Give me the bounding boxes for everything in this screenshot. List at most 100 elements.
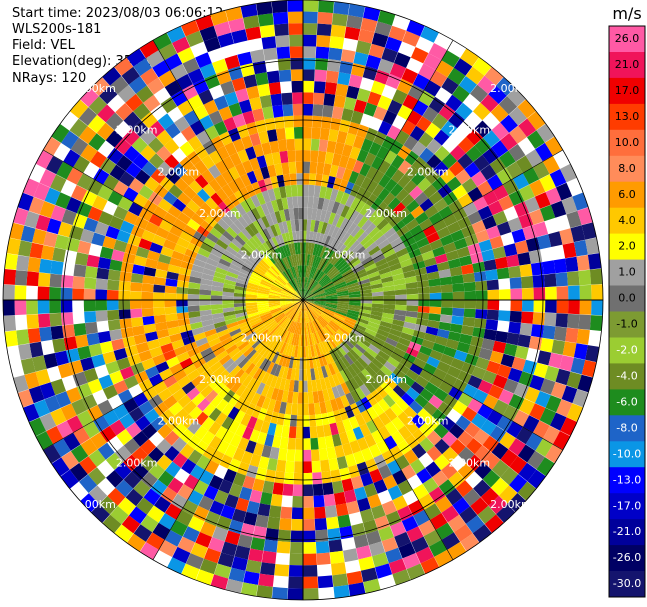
velocity-gate [115,103,133,121]
velocity-gate [440,416,456,432]
velocity-gate [324,340,332,352]
velocity-gate [428,486,446,504]
velocity-gate [76,382,93,399]
velocity-gate [423,529,442,547]
velocity-gate [249,237,260,249]
velocity-gate [313,320,321,331]
range-ring-label: 2.00km [116,124,158,137]
velocity-gate [295,290,303,300]
velocity-gate [252,478,265,492]
velocity-gate [312,243,318,256]
velocity-gate [231,331,243,341]
velocity-gate [406,526,424,543]
velocity-gate [88,449,106,467]
velocity-gate [230,380,242,394]
velocity-gate [135,169,151,185]
velocity-gate [411,156,427,172]
velocity-gate [329,550,345,564]
velocity-gate [257,407,268,421]
velocity-gate [377,10,396,26]
velocity-gate [434,335,448,347]
velocity-gate [273,187,282,200]
velocity-gate [312,287,323,295]
velocity-gate [369,279,382,286]
velocity-gate [338,179,349,193]
velocity-gate [295,311,300,323]
velocity-gate [340,49,356,63]
velocity-gate [43,231,58,248]
colorbar-swatch [609,363,645,390]
velocity-gate [158,470,175,487]
velocity-gate [311,127,321,140]
velocity-gate [81,190,98,207]
velocity-gate [380,205,393,219]
velocity-gate [303,565,318,577]
velocity-gate [222,430,235,444]
velocity-gate [131,446,148,464]
velocity-gate [376,439,390,455]
velocity-gate [354,246,366,257]
velocity-gate [138,207,153,222]
velocity-gate [381,500,397,516]
velocity-gate [200,220,214,233]
velocity-gate [164,285,177,294]
velocity-gate [199,558,218,575]
velocity-gate [322,482,334,496]
velocity-gate [342,442,353,456]
velocity-gate [341,323,353,332]
velocity-gate [139,542,159,560]
velocity-gate [556,399,573,418]
velocity-gate [272,282,283,290]
velocity-gate [459,255,473,267]
velocity-gate [124,345,139,357]
velocity-gate [177,192,192,206]
velocity-gate [332,480,344,494]
velocity-gate [367,493,382,509]
velocity-gate [322,281,333,289]
velocity-gate [331,318,342,328]
velocity-gate [208,253,221,263]
velocity-gate [271,250,280,262]
velocity-gate [201,430,215,446]
velocity-gate [375,258,388,268]
velocity-gate [346,282,359,288]
velocity-gate [295,150,303,162]
velocity-gate [232,472,246,487]
nrays-label: NRays: 120 [12,71,87,86]
velocity-gate [357,497,371,512]
velocity-gate [262,360,272,372]
velocity-gate [138,184,154,200]
velocity-gate [348,291,361,296]
velocity-gate [298,300,303,311]
velocity-gate [313,291,325,297]
velocity-gate [299,311,302,323]
velocity-gate [169,225,183,238]
velocity-gate [153,314,167,324]
velocity-gate [372,214,385,227]
velocity-gate [472,57,492,76]
velocity-gate [409,185,423,200]
velocity-gate [157,423,173,439]
velocity-gate [416,468,432,484]
velocity-gate [439,314,453,324]
velocity-gate [289,309,297,320]
velocity-gate [297,242,301,255]
velocity-gate [303,530,316,543]
velocity-gate [274,312,285,321]
velocity-gate [287,308,296,318]
velocity-gate [418,519,436,537]
colorbar-tick-label: -10.0 [613,447,641,460]
velocity-gate [568,285,580,300]
velocity-gate [360,396,373,410]
velocity-gate [242,110,255,125]
velocity-gate [262,332,273,343]
velocity-gate [233,303,246,308]
colorbar-tick-label: 21.0 [615,58,640,71]
velocity-gate [195,337,209,347]
velocity-gate [63,149,81,168]
velocity-gate [553,258,567,274]
velocity-gate [138,378,154,393]
velocity-gate [221,402,234,417]
velocity-gate [291,80,303,93]
velocity-gate [480,487,499,506]
